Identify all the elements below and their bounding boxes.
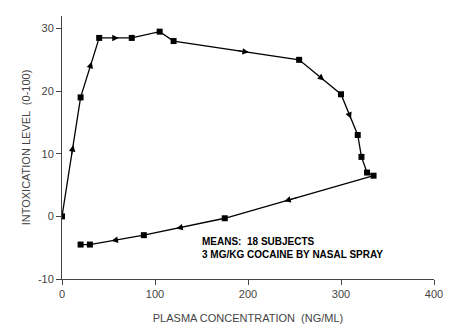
svg-text:INTOXICATION LEVEL (0-100): INTOXICATION LEVEL (0-100)	[20, 70, 32, 226]
svg-text:0: 0	[59, 288, 65, 300]
svg-text:10: 10	[42, 148, 54, 160]
svg-text:0: 0	[48, 210, 54, 222]
svg-text:PLASMA CONCENTRATION (NG/ML): PLASMA CONCENTRATION (NG/ML)	[153, 312, 343, 324]
svg-text:20: 20	[42, 85, 54, 97]
svg-text:30: 30	[42, 22, 54, 34]
svg-text:-10: -10	[38, 273, 54, 285]
svg-text:MEANS: 18 SUBJECTS3 MG/KG COC: MEANS: 18 SUBJECTS3 MG/KG COCAINE BY NAS…	[202, 236, 383, 260]
svg-text:400: 400	[425, 288, 443, 300]
svg-text:300: 300	[332, 288, 350, 300]
svg-text:100: 100	[146, 288, 164, 300]
svg-text:200: 200	[239, 288, 257, 300]
